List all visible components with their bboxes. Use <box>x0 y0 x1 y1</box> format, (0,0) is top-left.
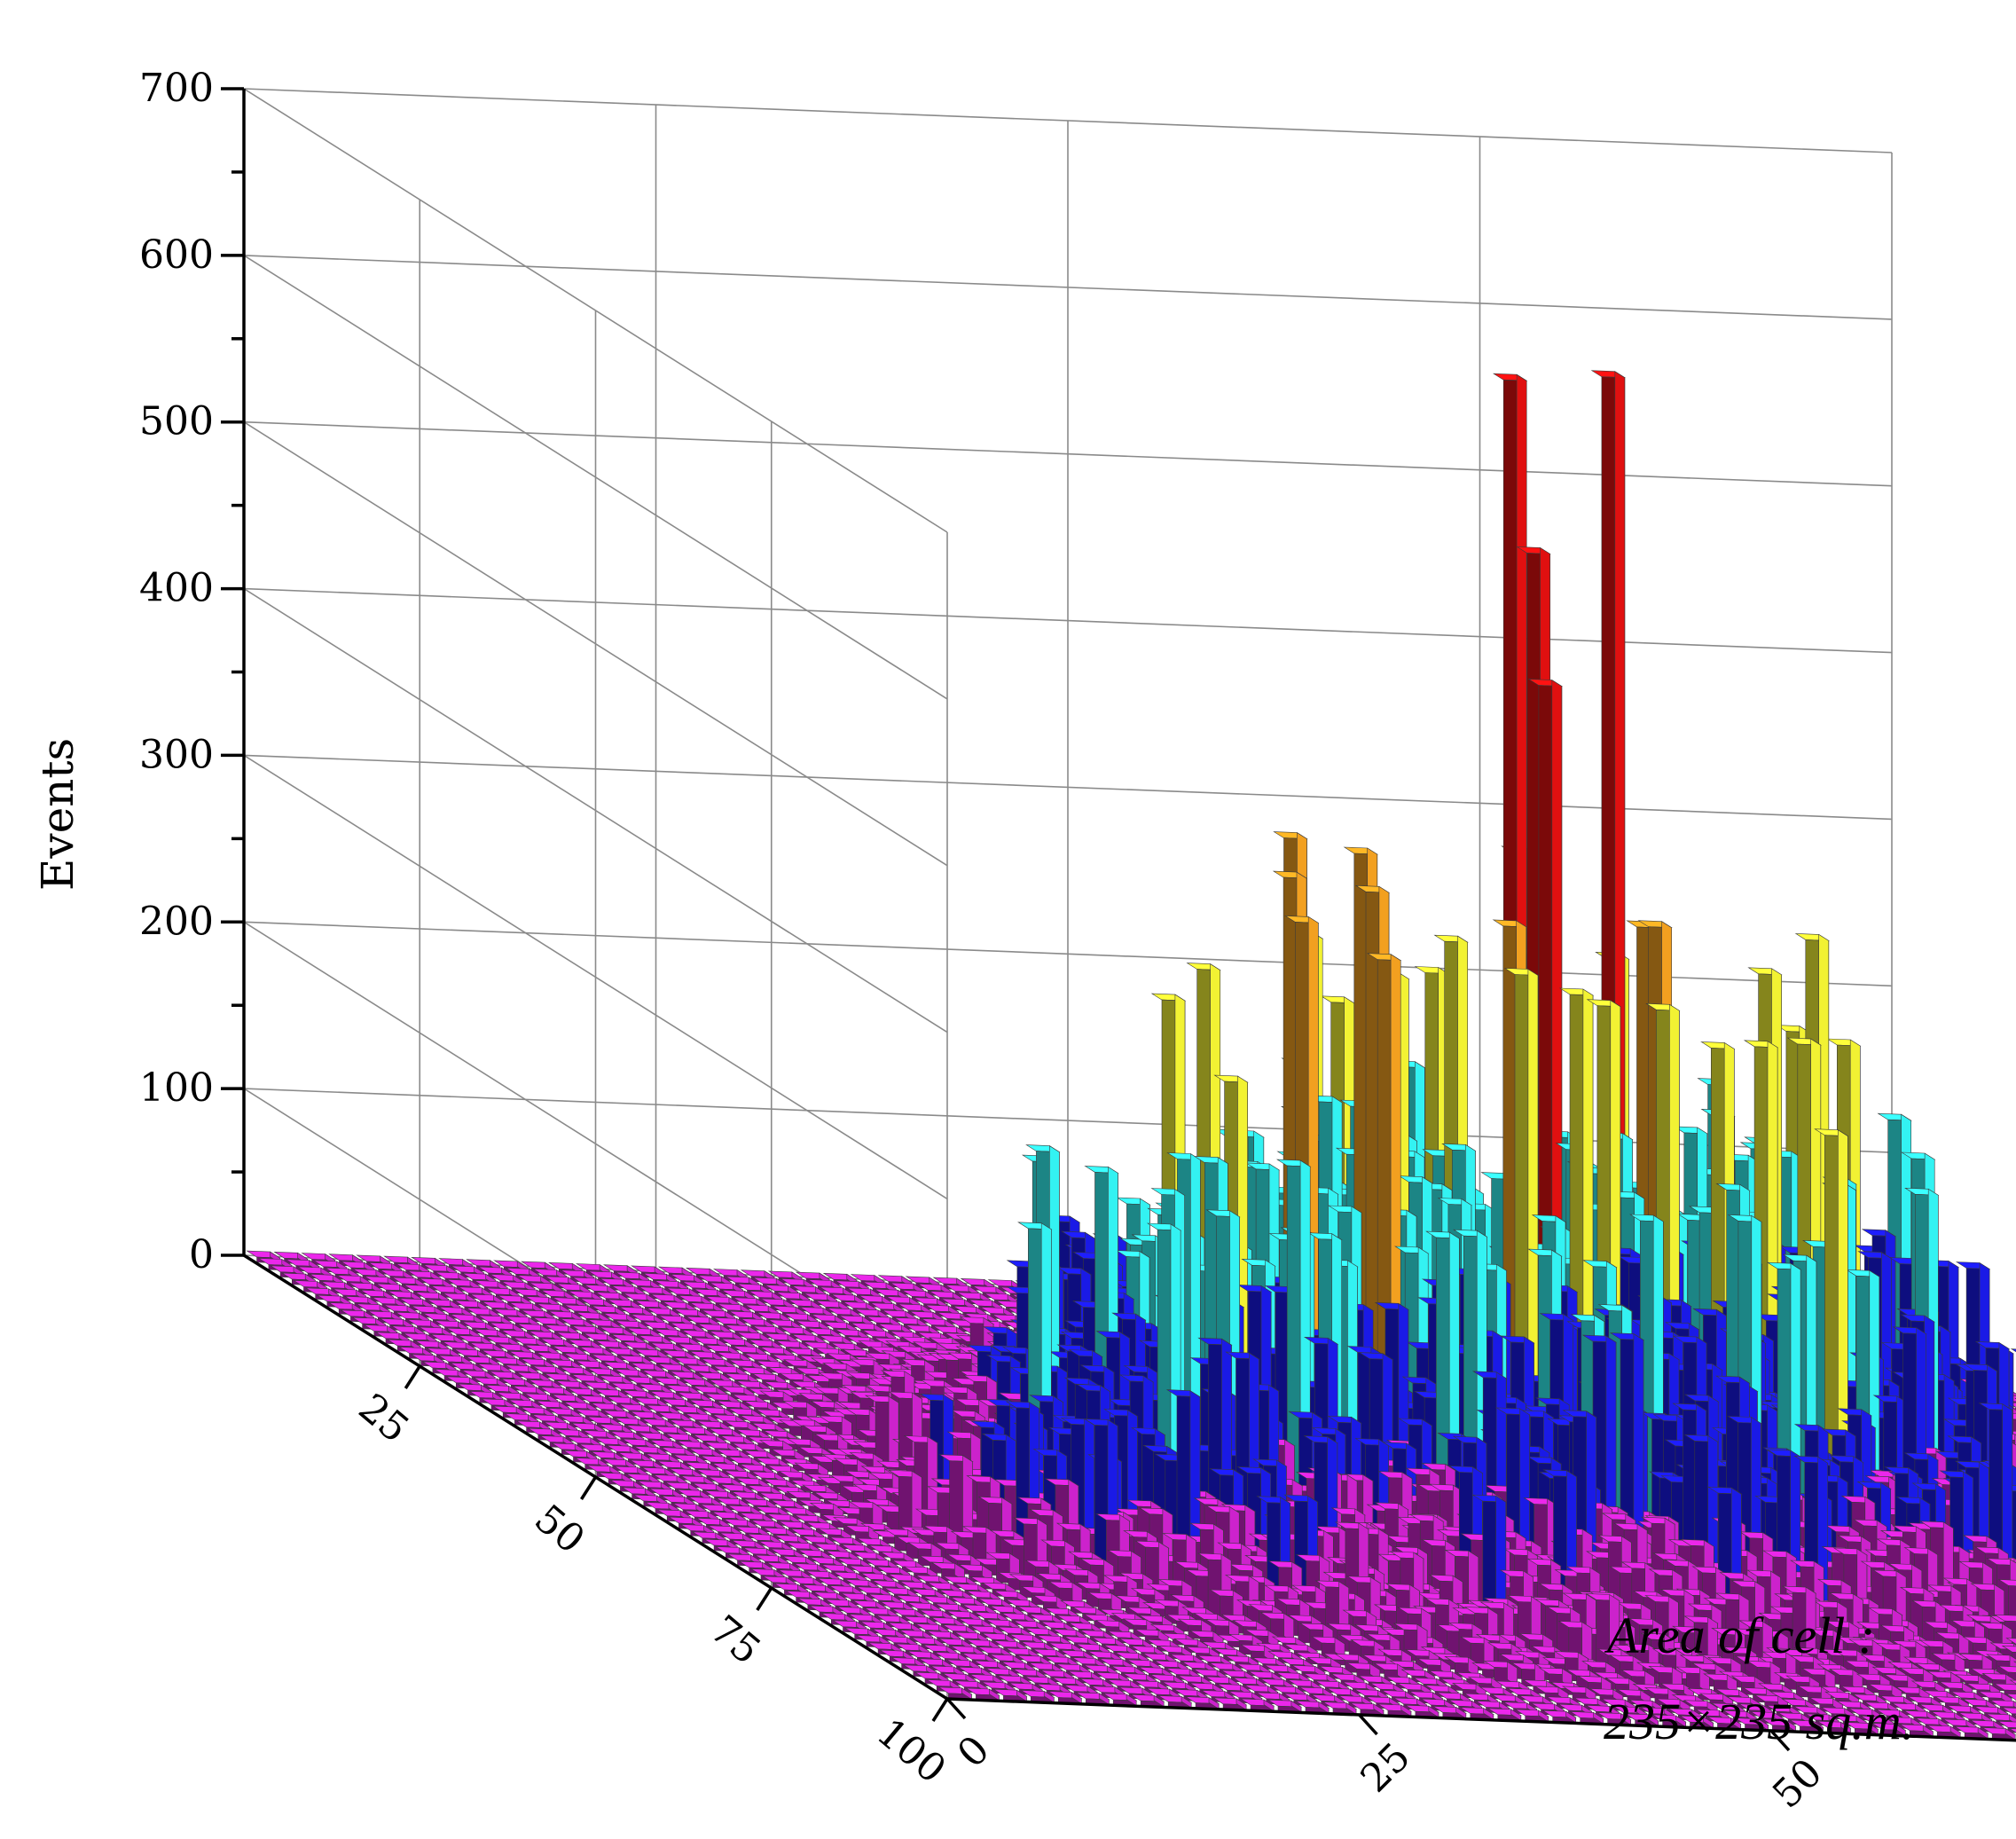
y-tick-label: 50 <box>526 1496 593 1562</box>
z-tick-label: 400 <box>139 566 214 611</box>
z-tick-label: 100 <box>139 1065 214 1111</box>
annotation-line-2: 235×235 sq.m. <box>1604 1693 1914 1750</box>
y-tick-label: 25 <box>350 1385 418 1451</box>
z-tick-label: 200 <box>139 899 214 944</box>
annotation-line-1: Area of cell : <box>1604 1607 1875 1664</box>
z-tick-label: 600 <box>139 232 214 278</box>
y-tick-label: 75 <box>702 1607 769 1673</box>
bar <box>795 1271 831 1285</box>
x-tick-label: 25 <box>1352 1734 1419 1802</box>
z-tick-label: 0 <box>189 1232 214 1277</box>
z-tick-label: 300 <box>139 732 214 777</box>
y-tick <box>756 1587 773 1611</box>
x-tick-label: 0 <box>949 1727 999 1777</box>
y-tick <box>931 1698 949 1722</box>
z-axis-title: Events <box>32 738 83 891</box>
x-tick <box>945 1697 967 1720</box>
y-tick <box>580 1476 597 1500</box>
z-tick-label: 700 <box>139 66 214 111</box>
bar-field <box>246 370 2016 1741</box>
y-tick-label: 100 <box>868 1709 954 1792</box>
y-tick <box>404 1365 421 1389</box>
z-tick-label: 500 <box>139 399 214 444</box>
x-tick <box>1358 1713 1378 1736</box>
x-tick-label: 50 <box>1764 1750 1832 1818</box>
